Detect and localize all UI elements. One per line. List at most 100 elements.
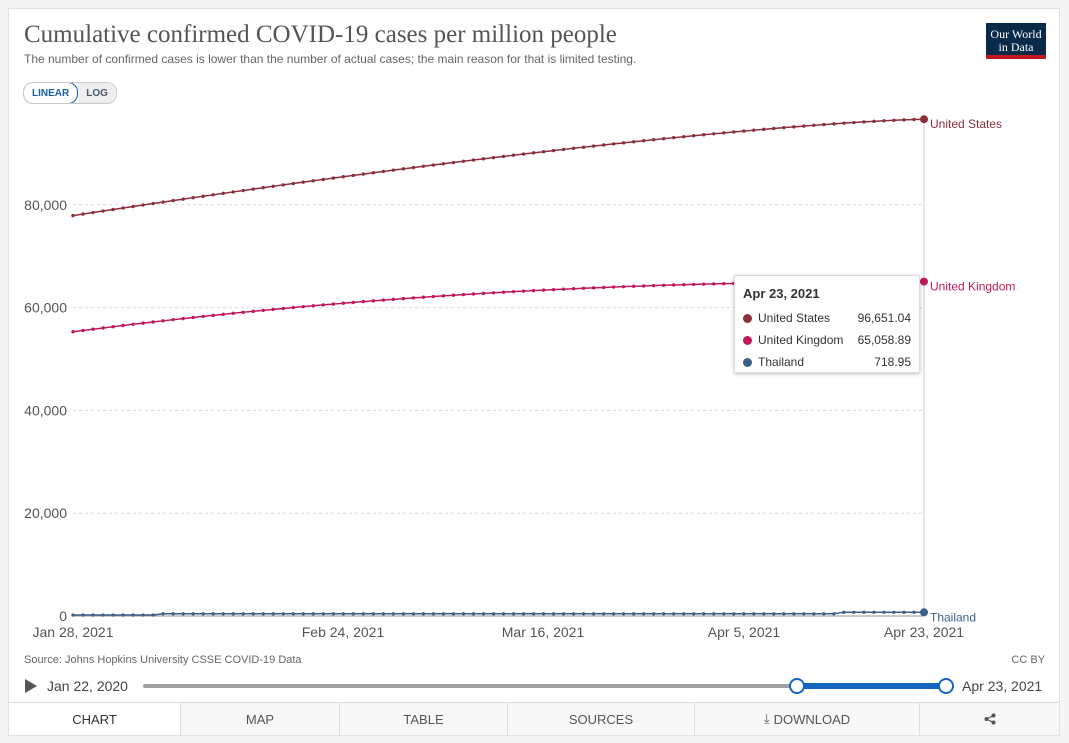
data-point[interactable]: [862, 610, 866, 615]
data-point[interactable]: [301, 180, 305, 184]
data-point[interactable]: [461, 612, 466, 616]
data-point[interactable]: [661, 612, 666, 616]
data-point[interactable]: [892, 610, 896, 615]
data-point[interactable]: [631, 140, 636, 144]
tab-map[interactable]: MAP: [181, 703, 340, 735]
data-point[interactable]: [511, 153, 516, 157]
data-point[interactable]: [481, 612, 486, 616]
data-point[interactable]: [71, 613, 75, 617]
data-point[interactable]: [281, 306, 285, 311]
data-point[interactable]: [571, 287, 576, 291]
data-point[interactable]: [571, 612, 576, 616]
data-point[interactable]: [391, 297, 396, 302]
tab-sources[interactable]: SOURCES: [508, 703, 695, 735]
data-point[interactable]: [171, 198, 175, 203]
data-point[interactable]: [772, 612, 776, 616]
data-point[interactable]: [521, 612, 526, 616]
data-point[interactable]: [281, 612, 285, 616]
data-point[interactable]: [141, 203, 145, 207]
data-point[interactable]: [661, 136, 666, 141]
data-point[interactable]: [692, 612, 696, 616]
data-point[interactable]: [321, 177, 325, 182]
data-point[interactable]: [461, 159, 466, 163]
data-point[interactable]: [651, 283, 656, 288]
data-point[interactable]: [371, 171, 376, 175]
data-point[interactable]: [651, 612, 656, 616]
data-point[interactable]: [812, 612, 816, 616]
data-point[interactable]: [91, 613, 95, 617]
data-point[interactable]: [702, 612, 706, 616]
data-point[interactable]: [491, 155, 496, 160]
data-point[interactable]: [902, 610, 906, 615]
data-point[interactable]: [601, 612, 606, 616]
data-point[interactable]: [91, 210, 95, 215]
data-point[interactable]: [782, 612, 786, 616]
data-point[interactable]: [171, 317, 175, 322]
data-point[interactable]: [121, 323, 125, 328]
data-point[interactable]: [141, 613, 145, 617]
data-point[interactable]: [702, 133, 706, 137]
license-label[interactable]: CC BY: [1011, 654, 1045, 666]
data-point[interactable]: [101, 209, 105, 213]
data-point[interactable]: [291, 612, 295, 616]
data-point[interactable]: [171, 612, 175, 616]
data-point[interactable]: [271, 612, 275, 616]
data-point[interactable]: [81, 613, 85, 617]
data-point[interactable]: [611, 142, 616, 146]
data-point[interactable]: [912, 610, 916, 615]
data-point[interactable]: [621, 612, 626, 616]
data-point[interactable]: [341, 301, 346, 305]
data-point[interactable]: [111, 325, 115, 329]
data-point[interactable]: [141, 321, 145, 325]
data-point[interactable]: [401, 167, 406, 171]
data-point[interactable]: [441, 294, 446, 298]
data-point[interactable]: [872, 610, 876, 615]
data-point[interactable]: [251, 309, 255, 314]
timeline-end-handle[interactable]: [938, 678, 954, 694]
timeline-start-handle[interactable]: [789, 678, 805, 694]
data-point[interactable]: [451, 160, 456, 165]
series-line[interactable]: [72, 118, 925, 217]
series-end-label[interactable]: Thailand: [930, 610, 976, 624]
data-point[interactable]: [391, 168, 396, 172]
data-point[interactable]: [842, 610, 846, 615]
data-point[interactable]: [451, 293, 456, 297]
data-point[interactable]: [391, 612, 396, 616]
data-point[interactable]: [381, 169, 386, 174]
data-point[interactable]: [101, 326, 105, 330]
data-point[interactable]: [822, 122, 826, 127]
data-point[interactable]: [101, 613, 105, 617]
data-point[interactable]: [581, 145, 586, 149]
data-point[interactable]: [111, 207, 115, 212]
data-point[interactable]: [571, 146, 576, 151]
data-point[interactable]: [191, 612, 195, 616]
data-point[interactable]: [251, 612, 255, 616]
data-point[interactable]: [531, 288, 536, 293]
data-point[interactable]: [852, 610, 856, 615]
data-point[interactable]: [261, 612, 265, 616]
data-point[interactable]: [511, 612, 516, 616]
data-point[interactable]: [722, 131, 726, 135]
data-point[interactable]: [81, 328, 85, 333]
data-point[interactable]: [361, 612, 366, 616]
data-point[interactable]: [341, 612, 346, 616]
data-point[interactable]: [832, 612, 836, 616]
source-note[interactable]: Source: Johns Hopkins University CSSE CO…: [24, 654, 302, 666]
data-point[interactable]: [451, 612, 456, 616]
data-point[interactable]: [481, 157, 486, 161]
data-point[interactable]: [471, 158, 476, 162]
data-point[interactable]: [491, 291, 496, 295]
data-point[interactable]: [111, 613, 115, 617]
data-point[interactable]: [501, 612, 506, 616]
data-point[interactable]: [892, 118, 896, 122]
data-point[interactable]: [601, 143, 606, 147]
data-point[interactable]: [351, 612, 356, 616]
data-point[interactable]: [271, 307, 275, 312]
data-point[interactable]: [81, 212, 85, 216]
data-point[interactable]: [882, 119, 886, 123]
data-point[interactable]: [331, 302, 336, 306]
data-point[interactable]: [151, 613, 155, 617]
data-point[interactable]: [920, 115, 928, 124]
data-point[interactable]: [641, 612, 646, 616]
data-point[interactable]: [371, 299, 376, 303]
